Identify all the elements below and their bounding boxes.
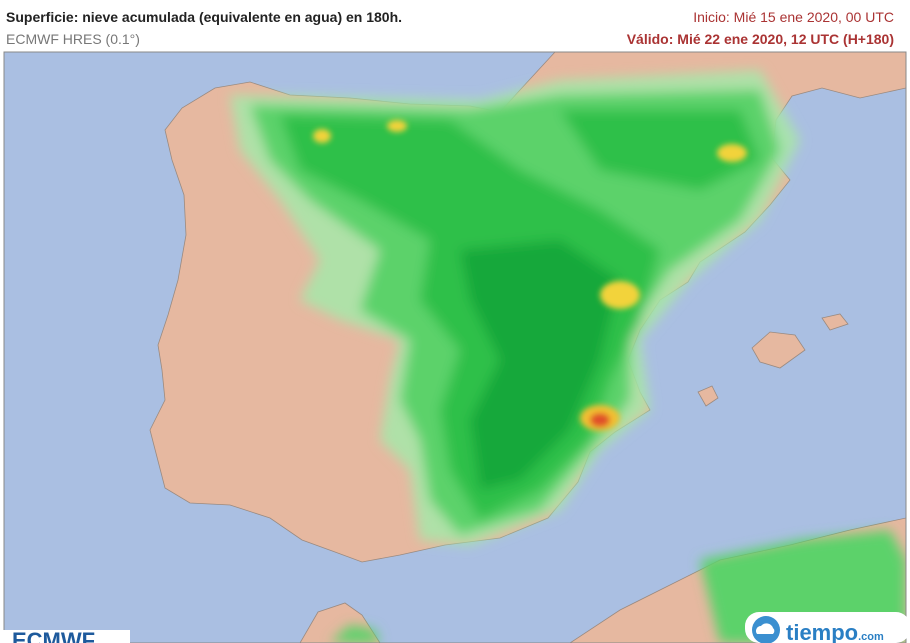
left-logo-bg xyxy=(0,630,130,643)
mallorca xyxy=(751,331,806,369)
map-frame xyxy=(3,51,907,643)
snow-field xyxy=(230,70,906,643)
ecmwf-logo: ECMWF xyxy=(12,628,95,643)
map-area xyxy=(4,52,906,643)
tiempo-suffix: .com xyxy=(858,631,884,643)
snow-maxima xyxy=(313,120,747,431)
valid-time: Válido: Mié 22 ene 2020, 12 UTC (H+180) xyxy=(626,31,894,47)
model-label: ECMWF HRES (0.1°) xyxy=(6,31,140,47)
right-logo-bg xyxy=(745,612,910,643)
tiempo-logo: tiempo.com xyxy=(786,620,884,643)
ibiza xyxy=(697,385,719,407)
tiempo-word: tiempo xyxy=(786,620,858,643)
menorca xyxy=(821,313,849,331)
init-time: Inicio: Mié 15 ene 2020, 00 UTC xyxy=(693,9,894,25)
logo-cloud xyxy=(756,623,775,634)
map-title: Superficie: nieve acumulada (equivalente… xyxy=(6,9,403,25)
